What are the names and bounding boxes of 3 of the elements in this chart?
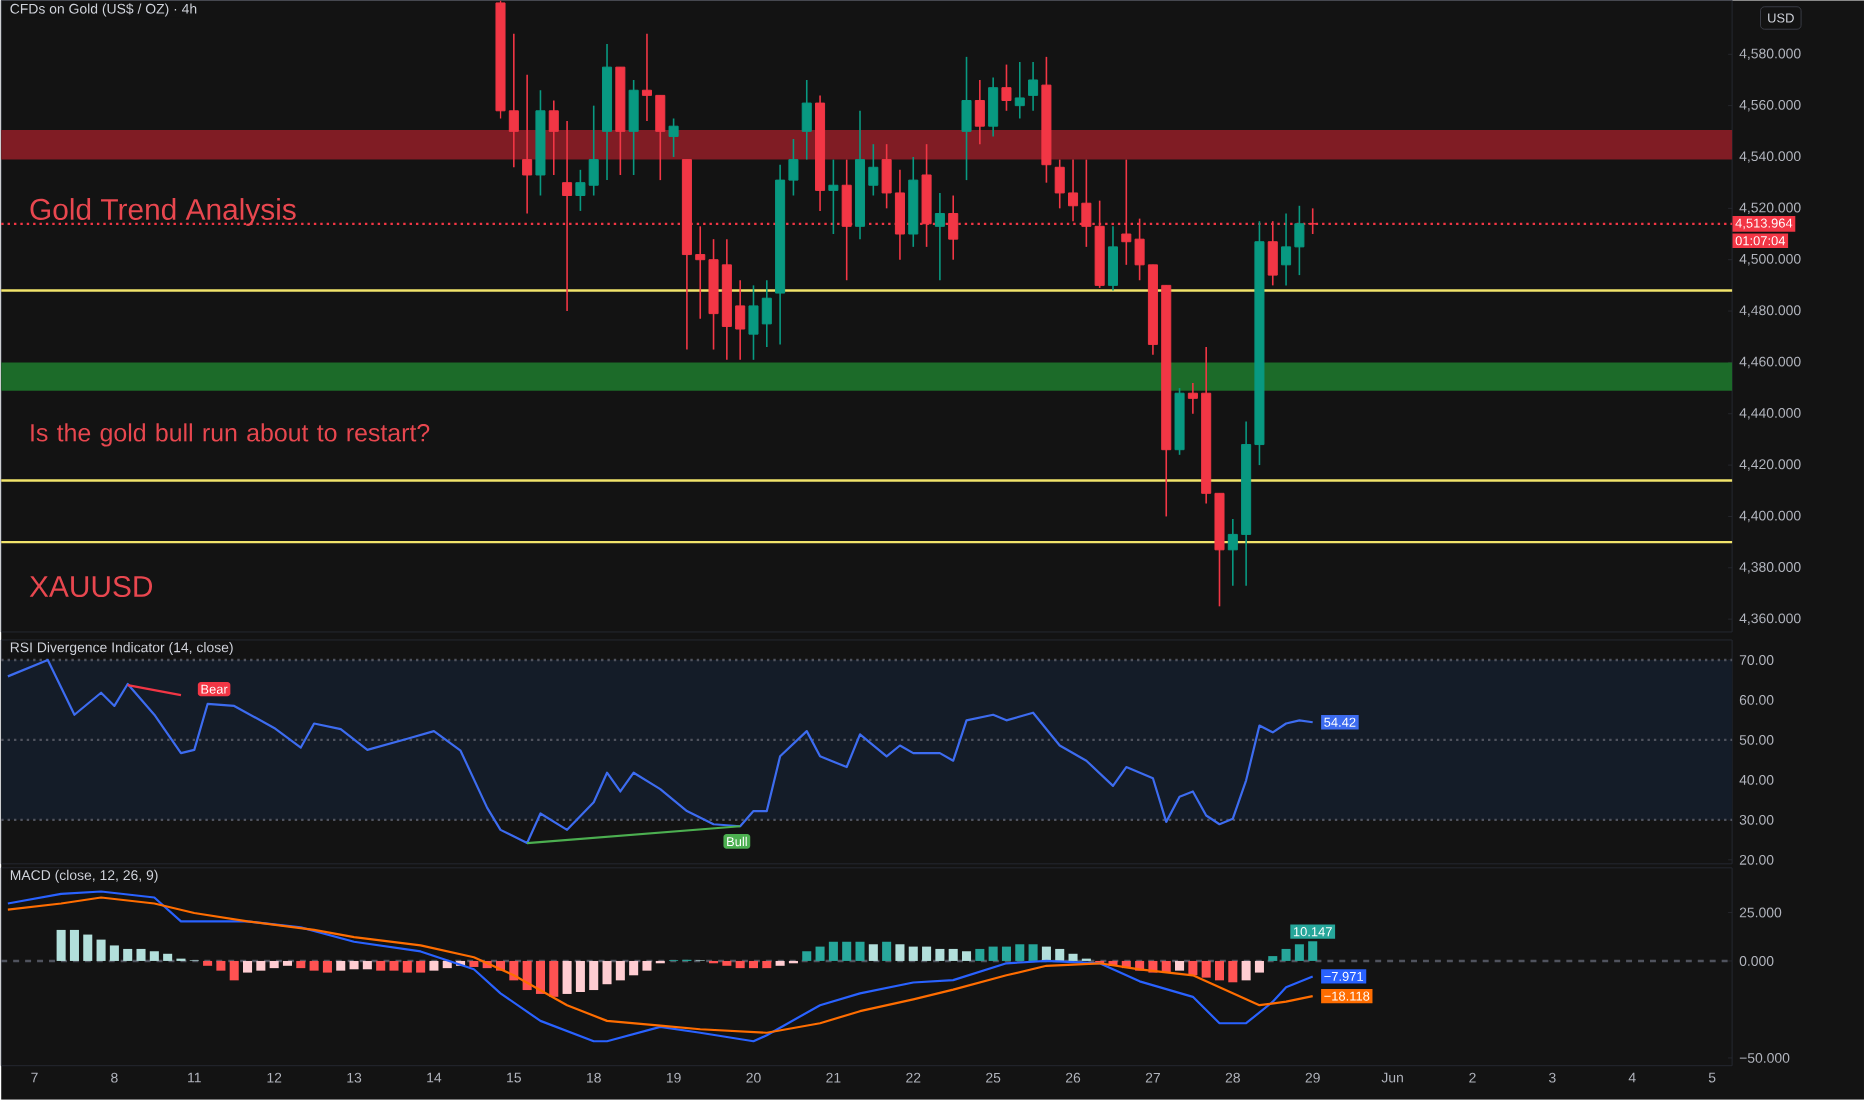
annotation: Is the gold bull run about to restart? [31, 423, 430, 447]
annotation: Gold Trend Analysis [30, 198, 296, 227]
annotation: XAUUSD [29, 576, 153, 598]
